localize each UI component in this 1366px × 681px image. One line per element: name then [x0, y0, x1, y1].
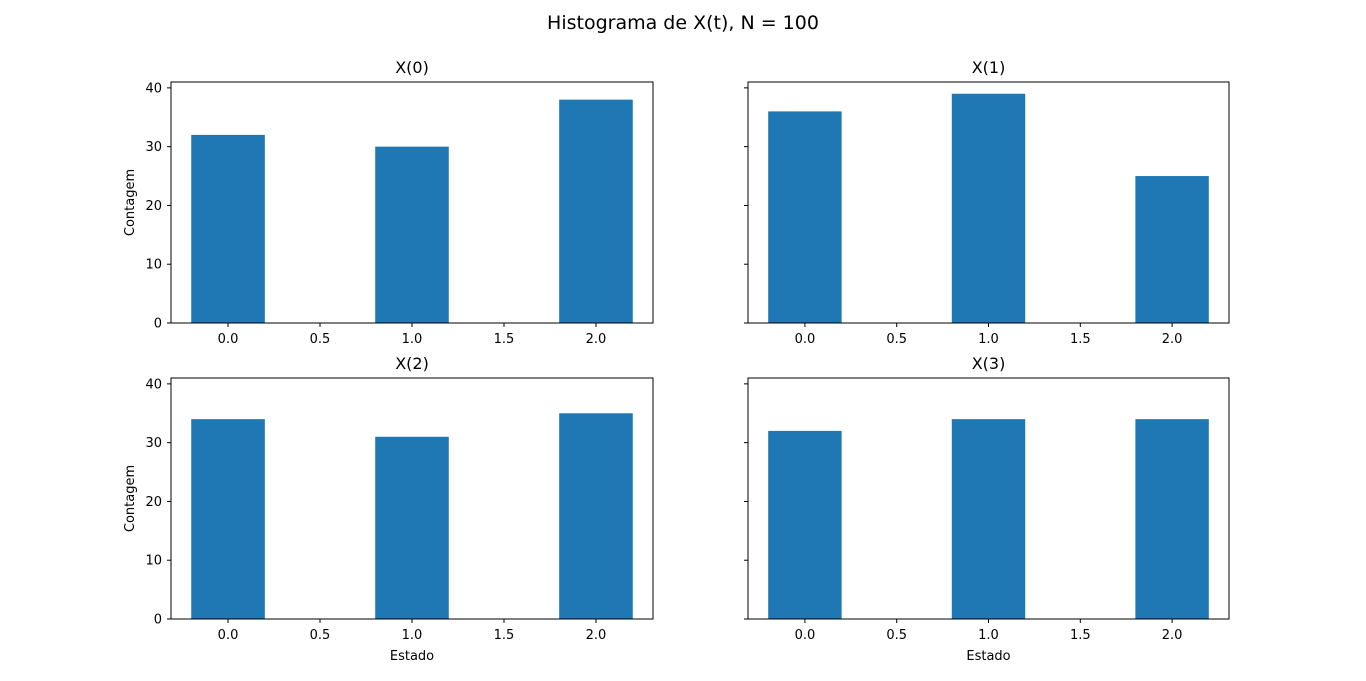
x-tick-label-1-3: 1.5 — [1070, 332, 1091, 347]
x-tick-label-3-1: 0.5 — [886, 628, 907, 643]
figure-title: Histograma de X(t), N = 100 — [547, 12, 819, 34]
bar-3-0 — [768, 430, 842, 619]
x-tick-label-1-0: 0.0 — [795, 332, 816, 347]
x-tick-label-0-4: 2.0 — [586, 332, 607, 347]
y-tick-label-2-4: 40 — [145, 377, 162, 392]
bar-2-1 — [375, 436, 449, 619]
subplot-title-1: X(1) — [972, 58, 1006, 77]
y-axis-label-0: Contagem — [123, 169, 138, 236]
x-tick-label-1-1: 0.5 — [886, 332, 907, 347]
x-axis-label-2: Estado — [390, 649, 434, 664]
y-tick-label-2-3: 30 — [145, 436, 162, 451]
bar-3-1 — [951, 419, 1026, 619]
y-tick-label-0-1: 10 — [145, 258, 162, 273]
x-tick-label-3-0: 0.0 — [795, 628, 816, 643]
x-tick-label-2-1: 0.5 — [310, 628, 331, 643]
x-tick-label-3-4: 2.0 — [1162, 628, 1183, 643]
bar-0-0 — [191, 134, 265, 323]
x-tick-label-3-2: 1.0 — [978, 628, 999, 643]
bar-2-2 — [559, 413, 633, 619]
subplot-title-3: X(3) — [972, 354, 1006, 373]
x-tick-label-1-2: 1.0 — [978, 332, 999, 347]
subplot-2: 0.0 0.5 1.0 1.5 2.0 0 10 20 30 40 X(2) Estado Contag… — [123, 354, 654, 664]
y-tick-label-0-0: 0 — [154, 317, 162, 332]
subplot-title-2: X(2) — [395, 354, 429, 373]
x-tick-label-0-1: 0.5 — [310, 332, 331, 347]
subplot-0: 0.0 0.5 1.0 1.5 2.0 0 10 20 30 40 X(0) Contagem — [123, 58, 654, 347]
bar-0-1 — [375, 146, 449, 323]
bar-1-2 — [1135, 176, 1209, 323]
bar-1-0 — [768, 111, 842, 323]
x-axis-label-3: Estado — [966, 649, 1010, 664]
y-tick-label-2-1: 10 — [145, 554, 162, 569]
x-tick-label-2-3: 1.5 — [494, 628, 515, 643]
y-axis-label-2: Contagem — [123, 465, 138, 532]
x-tick-label-2-2: 1.0 — [402, 628, 423, 643]
bar-0-2 — [559, 99, 633, 323]
bar-2-0 — [191, 419, 265, 619]
subplot-1: 0.0 0.5 1.0 1.5 2.0 X(1) — [744, 58, 1230, 347]
x-tick-label-3-3: 1.5 — [1070, 628, 1091, 643]
x-tick-label-0-0: 0.0 — [218, 332, 239, 347]
y-tick-label-2-2: 20 — [145, 495, 162, 510]
bar-1-1 — [951, 93, 1026, 323]
x-tick-label-2-4: 2.0 — [586, 628, 607, 643]
x-tick-label-2-0: 0.0 — [218, 628, 239, 643]
x-tick-label-0-2: 1.0 — [402, 332, 423, 347]
y-tick-label-0-3: 30 — [145, 140, 162, 155]
x-tick-label-1-4: 2.0 — [1162, 332, 1183, 347]
y-tick-label-0-4: 40 — [145, 81, 162, 96]
y-tick-label-0-2: 20 — [145, 199, 162, 214]
subplot-3: 0.0 0.5 1.0 1.5 2.0 X(3) Estado — [744, 354, 1230, 664]
y-tick-label-2-0: 0 — [154, 613, 162, 628]
subplot-title-0: X(0) — [395, 58, 429, 77]
bar-3-2 — [1135, 419, 1209, 619]
x-tick-label-0-3: 1.5 — [494, 332, 515, 347]
